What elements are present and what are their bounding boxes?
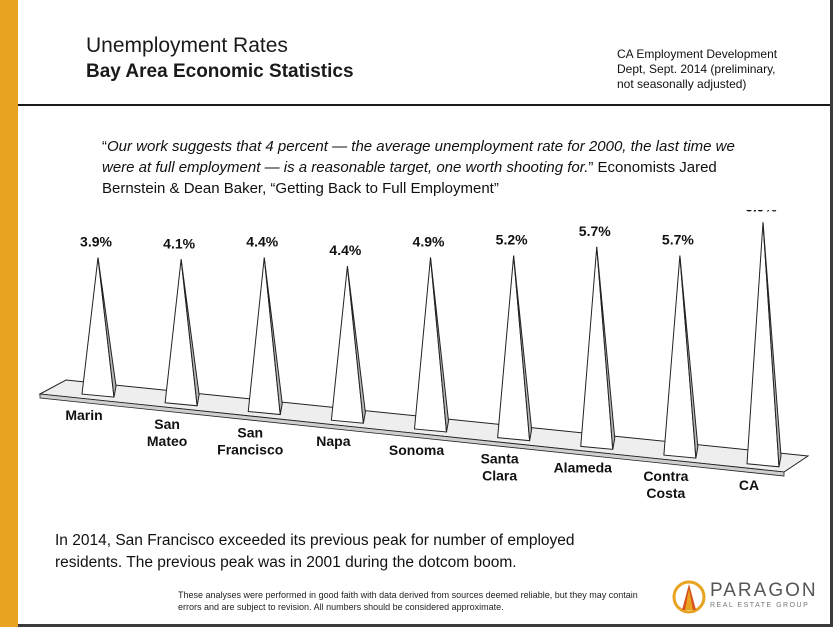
pyramid-side-san-francisco (263, 257, 283, 415)
pyramid-face-ca (746, 222, 780, 468)
pyramid-face-san-francisco (247, 257, 281, 416)
category-label-san-mateo-line-2: Mateo (147, 433, 187, 449)
pyramid-side-sonoma (430, 257, 450, 433)
pyramid-side-alameda (596, 246, 616, 450)
pyramid-side-marin (97, 257, 117, 398)
category-label-san-mateo-line-1: San (154, 416, 180, 432)
category-label-san-francisco-line-2: Francisco (217, 442, 283, 458)
quote-text: Our work suggests that 4 percent — the a… (102, 138, 735, 176)
page-title: Unemployment Rates (86, 34, 288, 57)
pyramid-side-contra-costa (679, 255, 699, 459)
pyramid-side-ca (762, 222, 782, 467)
category-label-contra-costa-line-1: Contra (643, 468, 688, 484)
logo-tagline: REAL ESTATE GROUP (710, 602, 810, 609)
category-label-napa: Napa (316, 433, 350, 449)
chart-floor-edge (39, 393, 785, 477)
category-label-alameda: Alameda (554, 459, 613, 475)
value-label-san-francisco: 4.4% (246, 234, 278, 250)
pyramid-face-san-mateo (164, 259, 198, 407)
paragon-logo: PARAGON REAL ESTATE GROUP (672, 577, 822, 617)
value-label-contra-costa: 5.7% (662, 232, 694, 248)
category-label-santa-clara-line-2: Clara (482, 468, 517, 484)
value-label-santa-clara: 5.2% (496, 232, 528, 248)
category-label-sonoma: Sonoma (389, 442, 444, 458)
value-label-napa: 4.4% (329, 242, 361, 258)
pyramid-side-santa-clara (513, 255, 533, 441)
category-label-contra-costa-line-2: Costa (646, 485, 685, 501)
accent-bar (0, 0, 18, 627)
footnote: In 2014, San Francisco exceeded its prev… (55, 532, 575, 571)
pyramid-side-san-mateo (180, 259, 200, 406)
quote-attribution: Economists Jared Bernstein & Dean Baker,… (102, 159, 717, 197)
category-label-marin: Marin (65, 407, 102, 423)
pyramid-face-napa (330, 266, 364, 424)
category-label-santa-clara-line-1: Santa (481, 451, 519, 467)
paragon-logo-mark-icon (672, 580, 706, 614)
pyramid-face-contra-costa (663, 255, 697, 459)
page-subtitle: Bay Area Economic Statistics (86, 61, 354, 82)
logo-wordmark: PARAGON (710, 580, 818, 601)
value-label-ca: 6.9% (745, 210, 777, 214)
source-note: CA Employment Development Dept, Sept. 20… (617, 47, 817, 92)
pyramid-face-santa-clara (497, 255, 531, 442)
header-divider (18, 104, 830, 106)
source-line-3: not seasonally adjusted) (617, 77, 747, 91)
pyramid-face-sonoma (413, 257, 448, 433)
value-label-san-mateo: 4.1% (163, 235, 195, 251)
pyramid-face-marin (81, 257, 115, 398)
source-line-1: CA Employment Development (617, 47, 778, 61)
quote-block: “Our work suggests that 4 percent — the … (102, 138, 735, 197)
category-label-ca: CA (739, 477, 759, 493)
source-line-2: Dept, Sept. 2014 (preliminary, (617, 62, 776, 76)
value-label-marin: 3.9% (80, 234, 112, 250)
pyramid-face-alameda (580, 246, 614, 450)
pyramid-chart: 3.9%Marin4.1%SanMateo4.4%SanFrancisco4.4… (38, 210, 810, 501)
pyramid-side-napa (346, 266, 366, 424)
value-label-alameda: 5.7% (579, 223, 611, 239)
category-label-san-francisco-line-1: San (237, 425, 263, 441)
disclaimer: These analyses were performed in good fa… (178, 590, 638, 612)
value-label-sonoma: 4.9% (413, 233, 445, 249)
